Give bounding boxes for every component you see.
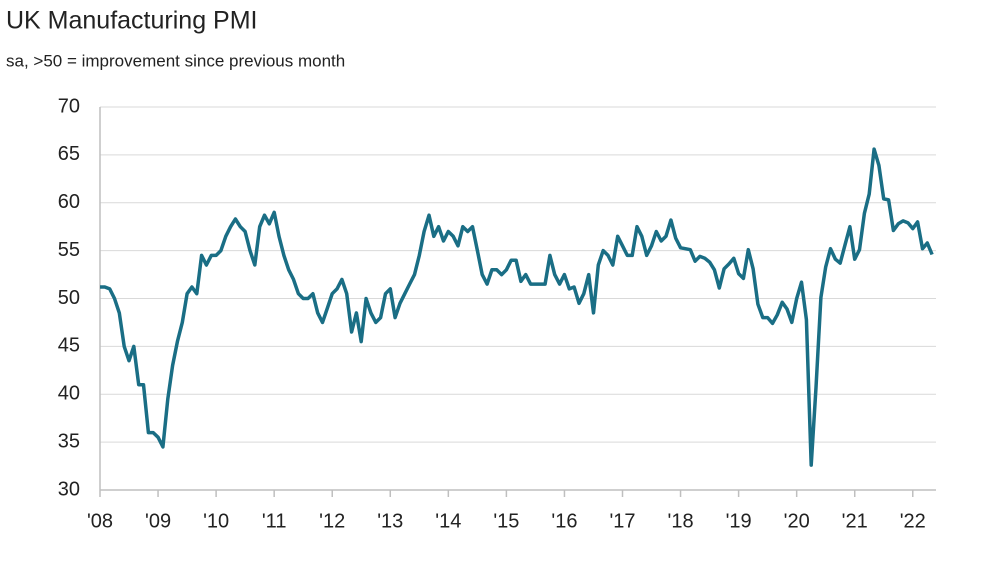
x-tick-label: '21 [842, 510, 868, 532]
y-tick-label: 55 [58, 239, 80, 261]
y-tick-label: 50 [58, 287, 80, 309]
x-tick-label: '17 [609, 510, 635, 532]
x-tick-label: '15 [493, 510, 519, 532]
x-tick-label: '11 [262, 510, 287, 532]
x-tick-label: '22 [900, 510, 926, 532]
x-tick-label: '10 [203, 510, 229, 532]
x-tick-label: '16 [551, 510, 577, 532]
y-tick-label: 30 [58, 478, 80, 500]
x-tick-label: '19 [726, 510, 752, 532]
x-tick-label: '13 [377, 510, 403, 532]
x-tick-label: '20 [784, 510, 810, 532]
y-tick-label: 65 [58, 143, 80, 165]
x-tick-label: '12 [319, 510, 345, 532]
chart-subtitle: sa, >50 = improvement since previous mon… [6, 51, 345, 70]
x-tick-label: '08 [87, 510, 113, 532]
x-tick-label: '18 [668, 510, 694, 532]
x-tick-label: '09 [145, 510, 171, 532]
y-tick-label: 60 [58, 191, 80, 213]
y-tick-label: 70 [58, 95, 80, 117]
data-line [100, 147, 934, 467]
y-tick-label: 35 [58, 430, 80, 452]
chart-title: UK Manufacturing PMI [6, 7, 258, 35]
y-tick-label: 45 [58, 335, 80, 357]
x-tick-label: '14 [435, 510, 461, 532]
y-tick-label: 40 [58, 383, 80, 405]
